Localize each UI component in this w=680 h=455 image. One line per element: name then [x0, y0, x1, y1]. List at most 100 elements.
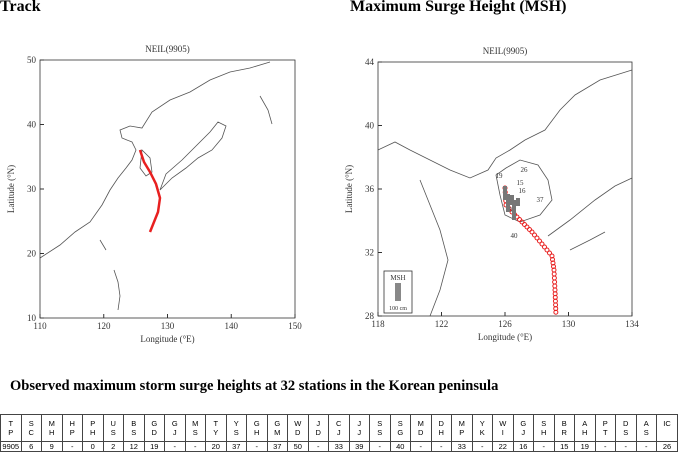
map-title: NEIL(9905) — [145, 44, 190, 54]
track-point — [551, 275, 557, 281]
y-tick-label: 44 — [365, 57, 375, 67]
value-cell: 50 — [287, 441, 309, 452]
header-text: J — [172, 428, 177, 437]
value-cell: 19 — [574, 441, 596, 452]
header-cell: IC — [656, 414, 678, 442]
header-text: Y — [213, 428, 219, 437]
x-tick-label: 122 — [435, 319, 449, 329]
header-text: H — [438, 428, 444, 437]
y-tick-label: 36 — [365, 184, 375, 194]
track-point — [522, 222, 527, 227]
value-cell: - — [615, 441, 637, 452]
header-text: M — [417, 419, 424, 428]
header-text: J — [357, 428, 362, 437]
value-cell: - — [246, 441, 268, 452]
track-point — [551, 271, 557, 277]
header-text: S — [110, 428, 116, 437]
x-tick-label: 134 — [625, 319, 639, 329]
value-cell: 9905 — [0, 441, 22, 452]
y-tick-label: 40 — [365, 121, 375, 131]
header-text: H — [254, 428, 260, 437]
surge-bar — [503, 186, 507, 200]
value-cell: 37 — [266, 441, 288, 452]
surge-bar — [516, 198, 520, 206]
header-text: J — [336, 428, 341, 437]
header-text: D — [151, 428, 157, 437]
track-point — [552, 279, 558, 285]
station-label: 40 — [511, 232, 519, 240]
header-text: G — [253, 419, 260, 428]
header-text: IC — [663, 419, 671, 428]
track-point — [517, 217, 522, 222]
value-cell: 40 — [389, 441, 411, 452]
header-text: U — [110, 419, 116, 428]
x-tick-label: 130 — [562, 319, 576, 329]
heading: Maximum Surge Height (MSH) — [350, 0, 567, 15]
axis-label: Latitude (°N) — [344, 165, 354, 213]
station-label: 15 — [517, 179, 525, 187]
header-text: H — [582, 428, 588, 437]
header-text: P — [602, 419, 608, 428]
value-cell: - — [635, 441, 657, 452]
value-cell: 0 — [82, 441, 104, 452]
value-cell: 19 — [143, 441, 165, 452]
value-cell: 9 — [41, 441, 63, 452]
value-cell: 33 — [451, 441, 473, 452]
coastline — [39, 61, 273, 311]
surge-bar — [512, 200, 516, 220]
header-text: G — [520, 419, 527, 428]
value-cell: 6 — [20, 441, 42, 452]
header-text: W — [294, 419, 302, 428]
heading: Track — [0, 0, 41, 15]
y-tick-label: 10 — [27, 313, 37, 323]
value-cell: - — [307, 441, 329, 452]
y-tick-label: 40 — [27, 120, 37, 130]
header-text: B — [561, 419, 567, 428]
value-cell: 26 — [656, 441, 678, 452]
header-text: D — [315, 428, 321, 437]
header-text: J — [316, 419, 321, 428]
value-cell: - — [164, 441, 186, 452]
y-tick-label: 28 — [365, 311, 375, 321]
header-text: M — [48, 419, 55, 428]
header-text: S — [131, 428, 137, 437]
value-cell: - — [369, 441, 391, 452]
header-text: S — [377, 419, 383, 428]
header-text: R — [561, 428, 567, 437]
header-text: D — [418, 428, 424, 437]
track-point — [529, 229, 535, 235]
header-text: A — [643, 419, 649, 428]
x-tick-label: 150 — [288, 321, 302, 331]
caption: Observed maximum storm surge heights at … — [10, 378, 499, 394]
track-point — [519, 219, 525, 225]
header-text: H — [69, 419, 75, 428]
track-point — [553, 309, 559, 315]
track-point — [537, 238, 542, 244]
value-cell: 39 — [348, 441, 370, 452]
y-tick-label: 32 — [365, 248, 374, 258]
value-cell: - — [533, 441, 555, 452]
legend-bar — [395, 283, 401, 301]
header-text: C — [336, 419, 342, 428]
track-point — [544, 247, 550, 253]
